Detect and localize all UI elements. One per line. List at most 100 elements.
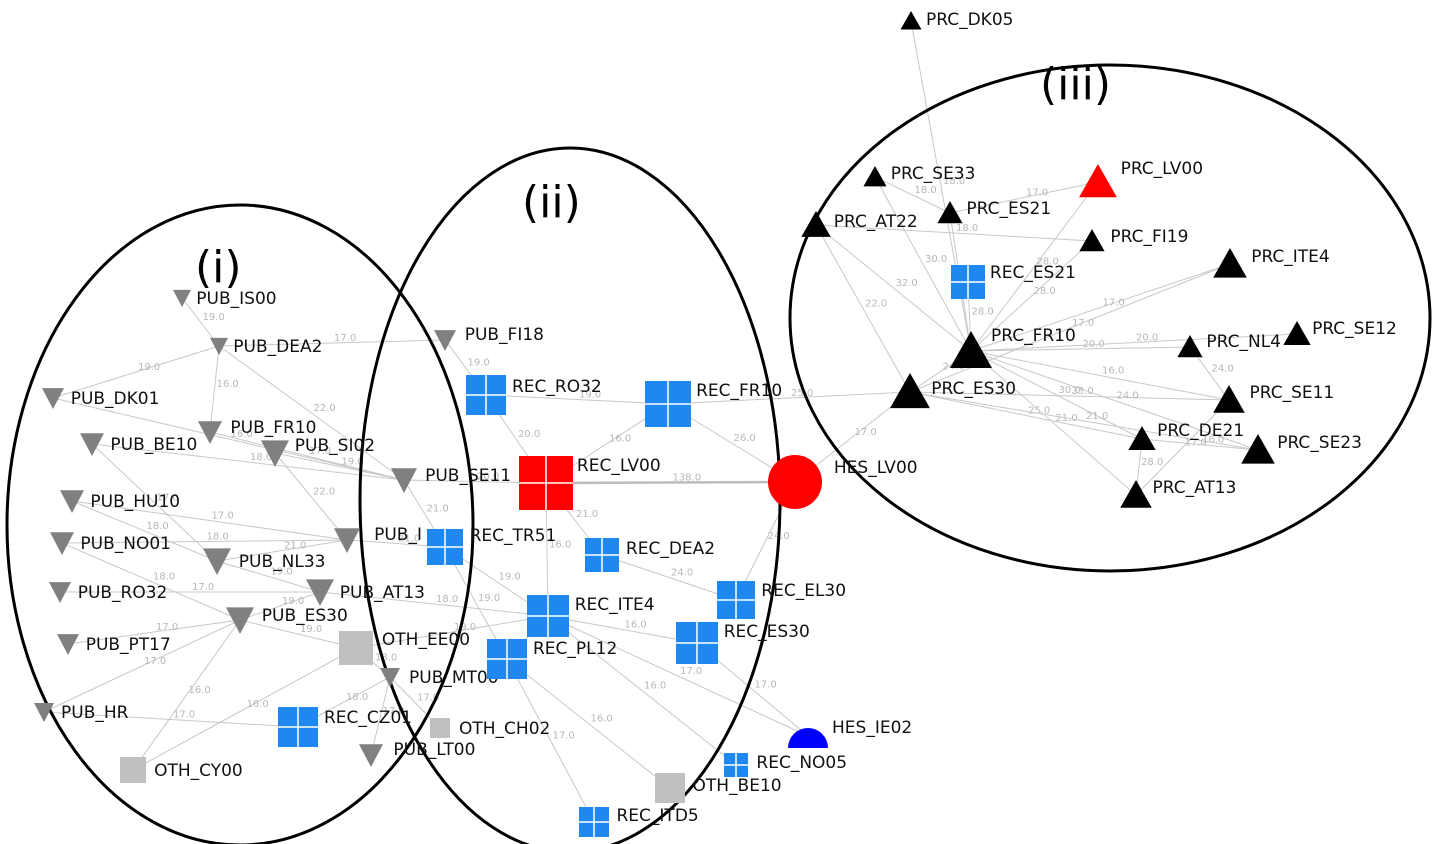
node-rec-pl12[interactable]: REC_PL12 [487, 639, 617, 679]
node-prc-fi19[interactable]: PRC_FI19 [1079, 227, 1188, 252]
node-pub-dk01[interactable]: PUB_DK01 [42, 388, 159, 409]
node-pub-is00[interactable]: PUB_IS00 [173, 289, 277, 309]
node-pub-i[interactable]: PUB_I [334, 525, 422, 553]
edge-pub-hu10-pub-nl33 [71, 500, 218, 562]
node-prc-se33[interactable]: PRC_SE33 [863, 164, 976, 187]
node-label: REC_ES21 [990, 263, 1076, 283]
node-rec-es21[interactable]: REC_ES21 [951, 263, 1076, 299]
node-label: PRC_ES30 [931, 379, 1016, 399]
edge-weight-label: 30.0 [1059, 385, 1081, 396]
node-label: REC_ITD5 [617, 806, 699, 826]
node-pub-fi18[interactable]: PUB_FI18 [434, 325, 544, 351]
node-rec-itd5[interactable]: REC_ITD5 [579, 806, 699, 837]
node-hes-ie02[interactable]: HES_IE02 [788, 718, 912, 748]
node-rec-dea2[interactable]: REC_DEA2 [585, 538, 715, 572]
edge-weight-label: 16.0 [625, 620, 647, 631]
node-pub-be10[interactable]: PUB_BE10 [80, 433, 197, 456]
node-prc-dk05[interactable]: PRC_DK05 [900, 10, 1014, 30]
node-prc-ite4[interactable]: PRC_ITE4 [1213, 247, 1330, 278]
edge-pub-dea2-pub-dk01 [52, 345, 220, 399]
edge-weight-label: 19.0 [468, 358, 490, 369]
node-pub-no01[interactable]: PUB_NO01 [50, 532, 171, 555]
node-label: PRC_AT13 [1153, 478, 1237, 498]
edge-weight-label: 16.0 [644, 681, 666, 692]
node-prc-de21[interactable]: PRC_DE21 [1128, 421, 1244, 451]
edge-pub-no01-pub-i [61, 539, 348, 544]
node-prc-nl4[interactable]: PRC_NL4 [1177, 332, 1281, 358]
square-marker [430, 718, 450, 738]
node-oth-ch02[interactable]: OTH_CH02 [430, 718, 550, 739]
node-rec-no05[interactable]: REC_NO05 [724, 753, 847, 777]
node-prc-lv00[interactable]: PRC_LV00 [1079, 159, 1203, 198]
edge-prc-es30-prc-de21 [909, 391, 1143, 440]
node-pub-nl33[interactable]: PUB_NL33 [203, 548, 325, 575]
node-label: PRC_SE33 [891, 164, 976, 184]
node-label: REC_TR51 [470, 526, 557, 546]
node-label: PUB_NL33 [239, 552, 326, 572]
node-oth-ee00[interactable]: OTH_EE00 [339, 630, 470, 665]
node-label: PUB_AT13 [340, 583, 425, 603]
edge-prc-nl4-prc-fr10 [970, 346, 1191, 352]
node-label: PRC_ES21 [966, 199, 1051, 219]
edge-weight-label: 19.0 [138, 362, 160, 373]
edge-weight-label: 17.0 [212, 511, 234, 522]
edge-weight-label: 18.0 [943, 176, 965, 187]
edge-pub-hr-pub-es30 [43, 619, 241, 713]
node-rec-fr10[interactable]: REC_FR10 [645, 381, 782, 427]
node-rec-es30[interactable]: REC_ES30 [676, 622, 810, 664]
node-pub-mt00[interactable]: PUB_MT00 [380, 668, 499, 688]
node-label: PUB_DEA2 [233, 337, 322, 357]
node-pub-hu10[interactable]: PUB_HU10 [60, 490, 180, 513]
edge-pub-nl33-pub-i [216, 539, 348, 562]
edge-weight-label: 18.0 [375, 653, 397, 664]
node-pub-es30[interactable]: PUB_ES30 [226, 606, 348, 634]
node-label: REC_RO32 [512, 377, 602, 397]
edge-prc-at13-prc-fr10 [970, 350, 1137, 496]
triangle-marker [900, 11, 922, 30]
node-pub-hr[interactable]: PUB_HR [34, 703, 129, 723]
node-prc-es21[interactable]: PRC_ES21 [937, 199, 1051, 224]
node-rec-ro32[interactable]: REC_RO32 [466, 375, 602, 415]
node-pub-lt00[interactable]: PUB_LT00 [359, 740, 475, 767]
edge-weight-label: 19.0 [271, 567, 293, 578]
triangle-marker [890, 373, 930, 409]
node-rec-ite4[interactable]: REC_ITE4 [527, 595, 655, 637]
inverted-triangle-marker [380, 668, 400, 687]
node-rec-lv00[interactable]: REC_LV00 [519, 456, 661, 510]
node-hes-lv00[interactable]: HES_LV00 [768, 455, 918, 509]
edge-weight-label: 16.0 [231, 429, 253, 440]
node-prc-at13[interactable]: PRC_AT13 [1120, 478, 1236, 508]
node-prc-at22[interactable]: PRC_AT22 [801, 211, 918, 237]
node-rec-el30[interactable]: REC_EL30 [717, 581, 846, 619]
inverted-triangle-marker [306, 579, 334, 606]
edge-prc-ite4-prc-fr10 [970, 263, 1231, 352]
edge-pub-si02-pub-se11 [274, 452, 405, 481]
node-pub-at13[interactable]: PUB_AT13 [306, 579, 425, 606]
edge-weight-label: 19.0 [454, 622, 476, 633]
node-oth-be10[interactable]: OTH_BE10 [655, 773, 782, 803]
node-rec-cz01[interactable]: REC_CZ01 [278, 707, 412, 747]
edge-weight-label: 18.0 [250, 452, 272, 463]
square-marker [120, 757, 146, 783]
node-pub-se11[interactable]: PUB_SE11 [391, 466, 511, 493]
edge-pub-es30-pub-at13 [239, 591, 321, 621]
node-pub-fr10[interactable]: PUB_FR10 [198, 418, 316, 444]
edge-weight-label: 24.0 [1117, 391, 1139, 402]
node-prc-se12[interactable]: PRC_SE12 [1283, 319, 1397, 346]
node-pub-dea2[interactable]: PUB_DEA2 [210, 337, 322, 357]
edge-weight-label: 21.0 [576, 509, 598, 520]
node-prc-se11[interactable]: PRC_SE11 [1213, 383, 1334, 413]
edge-weight-label: 138.0 [673, 473, 702, 484]
node-prc-se23[interactable]: PRC_SE23 [1241, 433, 1362, 464]
node-rec-tr51[interactable]: REC_TR51 [427, 526, 556, 565]
triangle-marker [863, 166, 887, 187]
node-pub-pt17[interactable]: PUB_PT17 [57, 634, 171, 655]
node-oth-cy00[interactable]: OTH_CY00 [120, 757, 243, 783]
clusters-layer: (i) (ii) (iii) [5, 59, 1432, 844]
node-prc-fr10[interactable]: PRC_FR10 [950, 326, 1076, 368]
edge-weight-label: 16.0 [609, 434, 631, 445]
edge-weight-label: 22.0 [865, 299, 887, 310]
node-pub-si02[interactable]: PUB_SI02 [261, 436, 375, 467]
node-prc-es30[interactable]: PRC_ES30 [890, 373, 1016, 409]
node-pub-ro32[interactable]: PUB_RO32 [49, 582, 167, 603]
